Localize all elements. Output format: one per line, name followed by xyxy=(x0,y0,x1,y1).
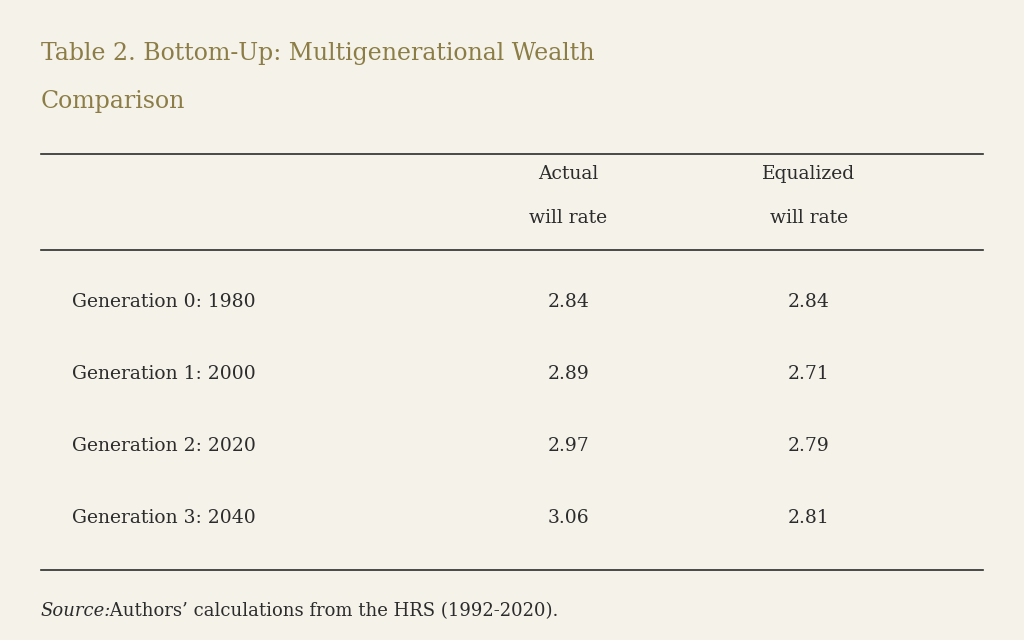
Text: 2.97: 2.97 xyxy=(548,436,589,454)
Text: Source:: Source: xyxy=(41,602,112,620)
Text: Generation 1: 2000: Generation 1: 2000 xyxy=(72,365,255,383)
Text: 2.84: 2.84 xyxy=(788,292,829,310)
Text: Generation 0: 1980: Generation 0: 1980 xyxy=(72,292,255,310)
Text: 2.71: 2.71 xyxy=(788,365,829,383)
Text: 2.84: 2.84 xyxy=(548,292,589,310)
Text: 2.89: 2.89 xyxy=(548,365,589,383)
Text: Generation 3: 2040: Generation 3: 2040 xyxy=(72,509,255,527)
Text: will rate: will rate xyxy=(770,209,848,227)
Text: Generation 2: 2020: Generation 2: 2020 xyxy=(72,436,256,454)
Text: Actual: Actual xyxy=(539,165,598,183)
Text: 2.79: 2.79 xyxy=(788,436,829,454)
Text: Comparison: Comparison xyxy=(41,90,185,113)
Text: Authors’ calculations from the HRS (1992-2020).: Authors’ calculations from the HRS (1992… xyxy=(104,602,559,620)
Text: Equalized: Equalized xyxy=(763,165,855,183)
Text: Table 2. Bottom-Up: Multigenerational Wealth: Table 2. Bottom-Up: Multigenerational We… xyxy=(41,42,595,65)
Text: 3.06: 3.06 xyxy=(548,509,589,527)
Text: 2.81: 2.81 xyxy=(788,509,829,527)
Text: will rate: will rate xyxy=(529,209,607,227)
